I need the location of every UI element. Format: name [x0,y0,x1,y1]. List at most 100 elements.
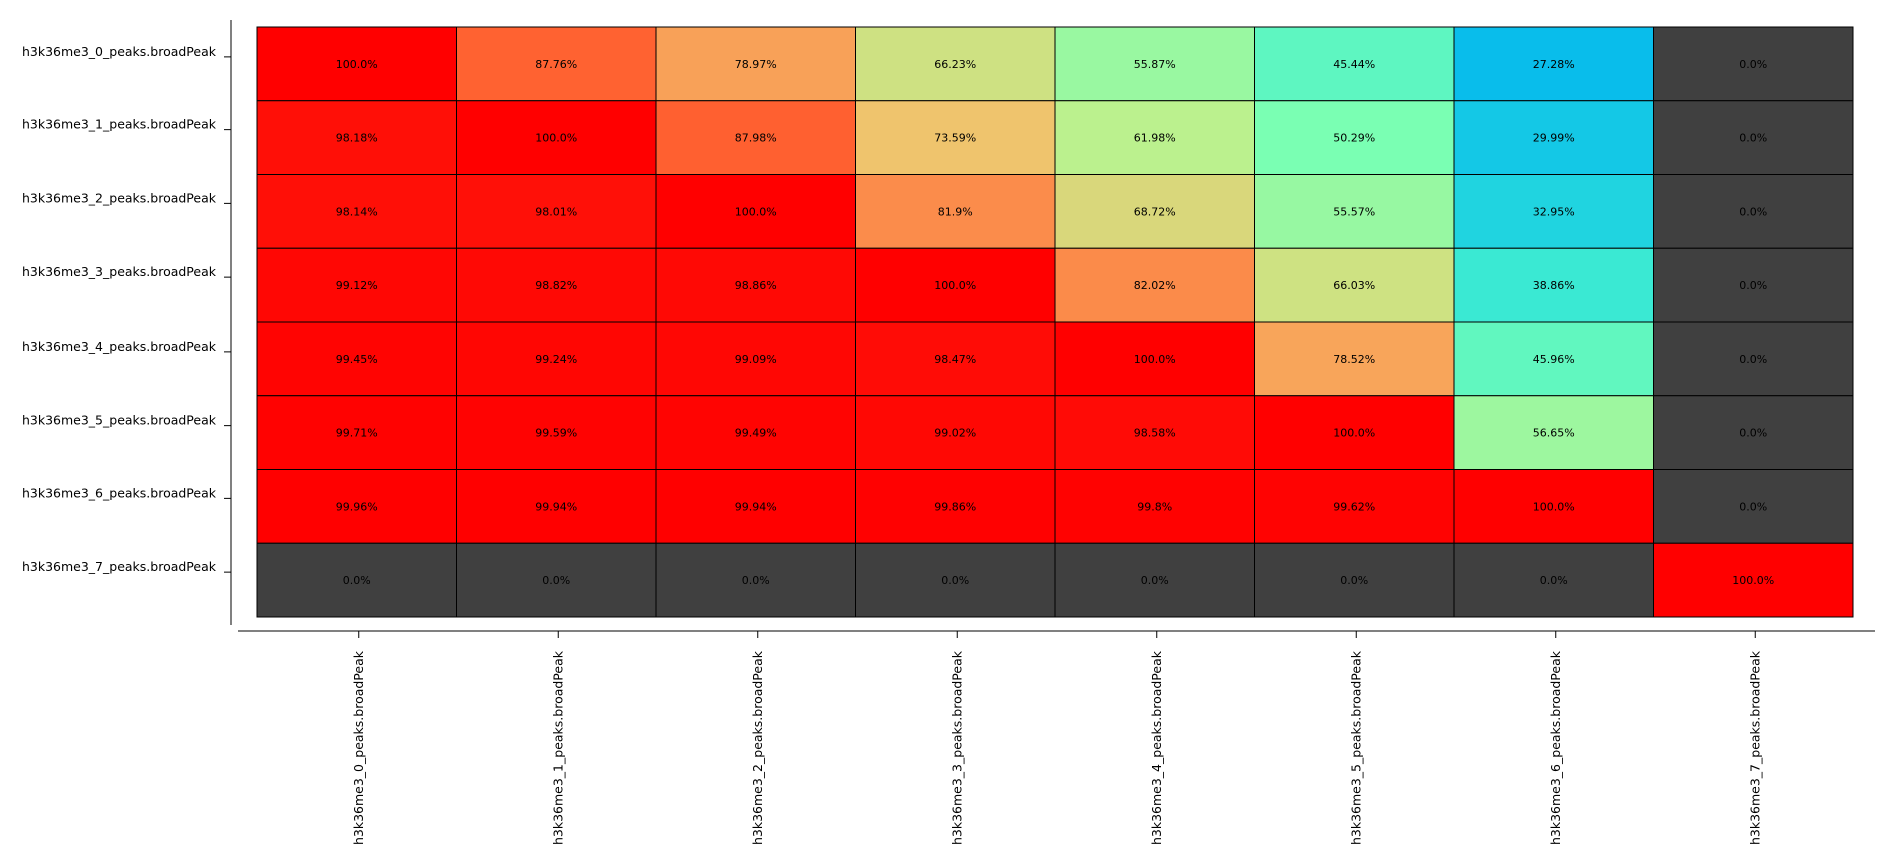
heatmap-cell-label: 82.02% [1134,279,1176,292]
heatmap-cell [855,26,1056,102]
heatmap-cell-label: 98.82% [535,279,577,292]
heatmap-cell [1054,100,1255,175]
x-axis-tick-label: h3k36me3_7_peaks.broadPeak [1747,650,1762,845]
heatmap-cell-label: 87.98% [735,132,777,145]
y-axis-tick-label: h3k36me3_0_peaks.broadPeak [22,44,217,59]
heatmap-cell-label: 29.99% [1533,132,1575,145]
y-axis-tick-label: h3k36me3_3_peaks.broadPeak [22,264,217,279]
heatmap-cell-label: 0.0% [1540,574,1568,587]
y-axis-ticks [224,56,231,573]
x-axis-tick-label: h3k36me3_1_peaks.broadPeak [550,650,565,845]
heatmap-cell-label: 38.86% [1533,279,1575,292]
heatmap-cell [456,100,657,175]
heatmap-cell-label: 87.76% [535,58,577,71]
heatmap-cell-label: 98.14% [336,205,378,218]
heatmap-cell-label: 99.62% [1333,500,1375,513]
heatmap-cell-label: 0.0% [1141,574,1169,587]
y-axis-tick-labels: h3k36me3_0_peaks.broadPeak h3k36me3_1_pea… [22,44,217,574]
heatmap-cell-label: 99.24% [535,353,577,366]
heatmap-cell-labels: 100.0% 87.76% 78.97% 66.23% 55.87% 45.44% 27.2… [336,58,1774,587]
heatmap-cell-label: 66.03% [1333,279,1375,292]
heatmap-cell [1054,321,1255,397]
heatmap-cell-label: 66.23% [934,58,976,71]
heatmap-cell-label: 81.9% [938,205,973,218]
y-axis-tick-label: h3k36me3_5_peaks.broadPeak [22,413,217,428]
heatmap-cells [256,26,1854,618]
y-axis-tick-label: h3k36me3_2_peaks.broadPeak [22,190,217,205]
heatmap-cell-label: 99.94% [735,500,777,513]
heatmap-cell [256,542,457,618]
heatmap-cell [855,100,1056,175]
heatmap-cell [1054,395,1255,470]
x-axis-tick-label: h3k36me3_3_peaks.broadPeak [949,650,964,845]
heatmap-cell-label: 0.0% [742,574,770,587]
heatmap-cell-label: 32.95% [1533,205,1575,218]
heatmap-cell-label: 99.86% [934,500,976,513]
heatmap-cell [655,247,856,323]
heatmap-cell-label: 45.96% [1533,353,1575,366]
x-axis-tick-label: h3k36me3_6_peaks.broadPeak [1548,650,1563,845]
heatmap-cell-label: 0.0% [1739,279,1767,292]
heatmap-cell [256,26,457,102]
heatmap-cell-label: 98.86% [735,279,777,292]
heatmap-cell [1453,469,1654,544]
y-axis-tick-label: h3k36me3_4_peaks.broadPeak [22,339,217,354]
heatmap-cell [456,542,657,618]
heatmap-cell [655,469,856,544]
heatmap-cell-label: 0.0% [1739,58,1767,71]
heatmap-cell [1254,395,1455,470]
heatmap-cell [1653,26,1854,102]
heatmap-cell [855,321,1056,397]
heatmap-cell-label: 98.18% [336,132,378,145]
heatmap-cell-label: 78.52% [1333,353,1375,366]
heatmap-cell-label: 78.97% [735,58,777,71]
heatmap-cell [456,26,657,102]
heatmap-cell-label: 100.0% [735,205,777,218]
heatmap-cell-label: 0.0% [1739,132,1767,145]
x-axis-tick-label: h3k36me3_5_peaks.broadPeak [1348,650,1363,845]
heatmap-cell-label: 99.09% [735,353,777,366]
heatmap-cell-label: 98.01% [535,205,577,218]
heatmap-cell-label: 0.0% [542,574,570,587]
heatmap-cell-label: 99.96% [336,500,378,513]
heatmap-cell-label: 0.0% [941,574,969,587]
heatmap-cell-label: 99.45% [336,353,378,366]
heatmap-cell-label: 99.49% [735,427,777,440]
heatmap-cell-label: 99.59% [535,427,577,440]
y-axis-tick-label: h3k36me3_1_peaks.broadPeak [22,117,217,132]
heatmap-cell [655,26,856,102]
heatmap-cell [1453,247,1654,323]
y-axis-tick-label: h3k36me3_7_peaks.broadPeak [22,559,217,574]
heatmap-cell-label: 73.59% [934,132,976,145]
heatmap-cell-label: 0.0% [1739,427,1767,440]
heatmap-cell-label: 99.02% [934,427,976,440]
heatmap-cell-label: 100.0% [336,58,378,71]
heatmap-cell [655,174,856,249]
heatmap-cell-label: 50.29% [1333,132,1375,145]
heatmap-cell-label: 100.0% [1134,353,1176,366]
heatmap-cell-label: 99.94% [535,500,577,513]
heatmap-cell [456,469,657,544]
heatmap-cell-label: 100.0% [1333,427,1375,440]
heatmap-cell-label: 45.44% [1333,58,1375,71]
x-axis-tick-label: h3k36me3_0_peaks.broadPeak [351,650,366,845]
heatmap-cell-label: 100.0% [1732,574,1774,587]
heatmap-cell-label: 100.0% [1533,500,1575,513]
heatmap-cell-label: 0.0% [1340,574,1368,587]
heatmap-cell-label: 0.0% [343,574,371,587]
heatmap-cell [456,395,657,470]
heatmap-cell [1254,100,1455,175]
x-axis-tick-label: h3k36me3_4_peaks.broadPeak [1149,650,1164,845]
heatmap-cell [655,542,856,618]
heatmap-cell-label: 0.0% [1739,205,1767,218]
heatmap-cell [1054,469,1255,544]
heatmap-cell [1054,542,1255,618]
heatmap-cell-label: 68.72% [1134,205,1176,218]
x-axis-tick-label: h3k36me3_2_peaks.broadPeak [750,650,765,845]
heatmap-cell-label: 98.47% [934,353,976,366]
heatmap-cell [1653,542,1854,618]
heatmap-cell [1254,26,1455,102]
heatmap-cell-label: 0.0% [1739,500,1767,513]
heatmap-cell [256,247,457,323]
